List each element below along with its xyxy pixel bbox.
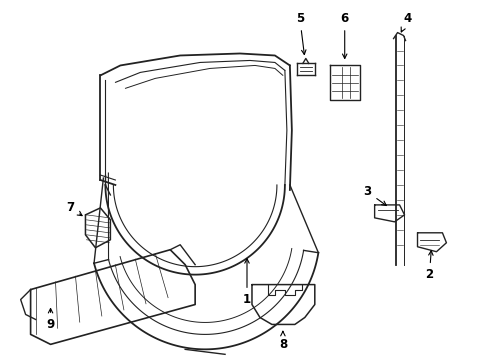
Text: 2: 2	[425, 251, 434, 281]
Text: 1: 1	[243, 259, 251, 306]
Text: 7: 7	[67, 201, 82, 216]
Text: 8: 8	[279, 332, 287, 351]
Text: 9: 9	[47, 309, 55, 331]
Text: 6: 6	[341, 12, 349, 58]
Text: 3: 3	[364, 185, 386, 206]
Text: 5: 5	[296, 12, 306, 54]
Text: 4: 4	[401, 12, 412, 32]
